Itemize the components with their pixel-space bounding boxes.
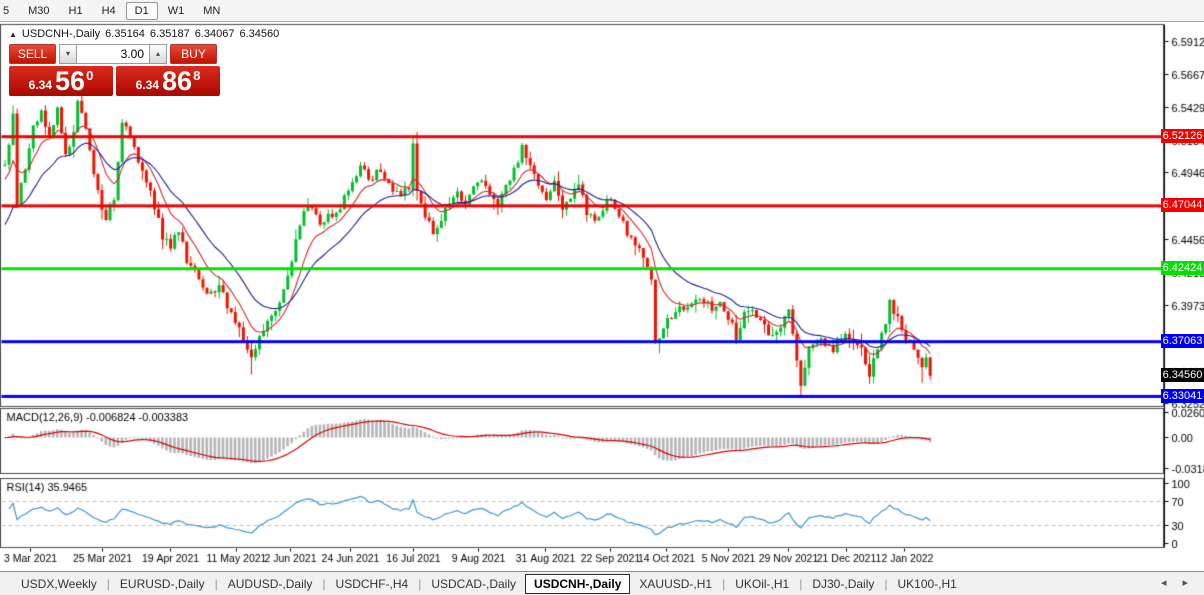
chart-tab-usdcnh-daily[interactable]: USDCNH-,Daily <box>525 574 631 594</box>
collapse-chart-icon[interactable]: ▲ <box>9 29 17 39</box>
tabs-scroll-right-icon[interactable]: ▸ <box>1182 577 1188 589</box>
chart-tab-ukoil-h1[interactable]: UKOil-,H1 <box>735 577 790 591</box>
price-level-label: 6.47044 <box>1161 198 1204 213</box>
sell-price-point: 0 <box>86 68 94 83</box>
price-level-label: 6.37063 <box>1161 334 1204 349</box>
chart-tab-eurusd-daily[interactable]: EURUSD-,Daily <box>119 577 205 591</box>
chart-tab-dj30-daily[interactable]: DJ30-,Daily <box>812 577 875 591</box>
sell-price-prefix: 6.34 <box>28 78 53 92</box>
chart-symbol-label: USDCNH-,Daily <box>21 28 101 40</box>
sell-button[interactable]: SELL <box>9 44 56 64</box>
triangle-down-icon: ▾ <box>65 49 70 58</box>
price-chart-canvas[interactable] <box>0 22 1204 571</box>
timeframe-button-h4[interactable]: H4 <box>93 2 125 20</box>
price-level-label: 6.52126 <box>1161 129 1204 144</box>
timeframe-button-h1[interactable]: H1 <box>60 2 92 20</box>
sell-price-pips: 56 <box>55 66 86 96</box>
ohlc-high: 6.35187 <box>149 28 190 40</box>
buy-price-pips: 86 <box>162 66 193 96</box>
timeframe-button-mn[interactable]: MN <box>194 2 229 20</box>
buy-price-prefix: 6.34 <box>135 78 160 92</box>
chart-tab-usdchf-h4[interactable]: USDCHF-,H4 <box>335 577 409 591</box>
chart-tab-usdcad-daily[interactable]: USDCAD-,Daily <box>431 577 517 591</box>
tab-separator: | <box>722 577 726 591</box>
buy-price-point: 8 <box>193 68 201 83</box>
volume-decrease-button[interactable]: ▾ <box>59 44 77 64</box>
sell-price-button[interactable]: 6.34 56 0 <box>9 66 113 96</box>
triangle-up-icon: ▴ <box>155 49 160 58</box>
tab-separator: | <box>799 577 803 591</box>
ohlc-low: 6.34067 <box>194 28 235 40</box>
ohlc-close: 6.34560 <box>239 28 280 40</box>
timeframe-button-w1[interactable]: W1 <box>159 2 194 20</box>
tab-separator: | <box>322 577 326 591</box>
timeframe-button-m30[interactable]: M30 <box>19 2 58 20</box>
chart-tabs-bar: USDX,Weekly | EURUSD-,Daily | AUDUSD-,Daily |… <box>0 571 1204 595</box>
volume-input[interactable] <box>77 44 149 64</box>
chart-tab-uk100-h1[interactable]: UK100-,H1 <box>897 577 957 591</box>
chart-title: ▲ USDCNH-,Daily 6.35164 6.35187 6.34067 … <box>9 28 279 40</box>
buy-price-button[interactable]: 6.34 86 8 <box>116 66 220 96</box>
volume-increase-button[interactable]: ▴ <box>149 44 167 64</box>
chart-window: ▲ USDCNH-,Daily 6.35164 6.35187 6.34067 … <box>0 22 1204 571</box>
tab-separator: | <box>418 577 422 591</box>
chart-tab-audusd-daily[interactable]: AUDUSD-,Daily <box>227 577 313 591</box>
chart-tab-usdx-weekly[interactable]: USDX,Weekly <box>21 577 97 591</box>
tabs-scroll-left-icon[interactable]: ◂ <box>1160 577 1167 589</box>
price-level-label: 6.42424 <box>1161 261 1204 276</box>
tab-separator: | <box>884 577 888 591</box>
tab-separator: | <box>106 577 110 591</box>
timeframe-button-5[interactable]: 5 <box>0 2 18 20</box>
volume-stepper: ▾ ▴ <box>59 44 167 64</box>
buy-button[interactable]: BUY <box>170 44 217 64</box>
tab-separator: | <box>214 577 218 591</box>
chart-tab-xauusd-h1[interactable]: XAUUSD-,H1 <box>639 577 713 591</box>
ohlc-open: 6.35164 <box>105 28 145 40</box>
timeframe-button-d1[interactable]: D1 <box>125 1 158 20</box>
price-level-label: 6.33041 <box>1161 388 1204 403</box>
current-price-label: 6.34560 <box>1161 368 1204 383</box>
timeframe-toolbar: 5 M30 H1 H4 D1 W1 MN <box>0 0 1204 22</box>
